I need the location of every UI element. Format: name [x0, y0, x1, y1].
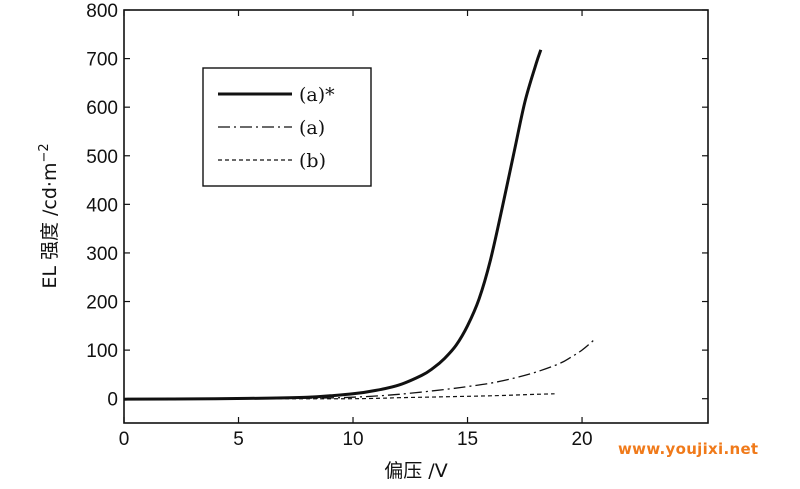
y-tick-label: 400 — [86, 195, 118, 216]
x-tick-label: 5 — [233, 429, 244, 450]
legend: (a)* (a) (b) — [202, 67, 372, 187]
y-tick-label: 0 — [107, 390, 118, 411]
y-tick-label: 600 — [86, 98, 118, 119]
y-tick-label: 100 — [86, 341, 118, 362]
series-line-1 — [123, 49, 543, 401]
y-tick-label: 200 — [86, 293, 118, 314]
legend-label-a-star: (a)* — [299, 84, 335, 106]
x-tick-label: 10 — [342, 429, 363, 450]
x-tick-label: 0 — [119, 429, 130, 450]
series-line-2 — [123, 339, 594, 400]
legend-label-a: (a) — [299, 117, 325, 139]
series-lines — [123, 49, 594, 401]
x-tick-label: 20 — [571, 429, 592, 450]
series-line-3 — [123, 393, 555, 400]
y-tick-label: 500 — [86, 147, 118, 168]
y-tick-label: 700 — [86, 50, 118, 71]
legend-label-b: (b) — [299, 150, 326, 172]
x-tick-label: 15 — [457, 429, 478, 450]
plot-frame — [123, 9, 709, 424]
y-tick-label: 800 — [86, 1, 118, 22]
watermark: www.youjixi.net — [618, 440, 759, 458]
x-axis-label: 偏压 /V — [384, 460, 447, 482]
y-tick-label: 300 — [86, 244, 118, 265]
y-axis-label: EL 强度 /cd·m−2 — [37, 143, 61, 288]
y-axis-label-exponent: −2 — [37, 143, 52, 162]
